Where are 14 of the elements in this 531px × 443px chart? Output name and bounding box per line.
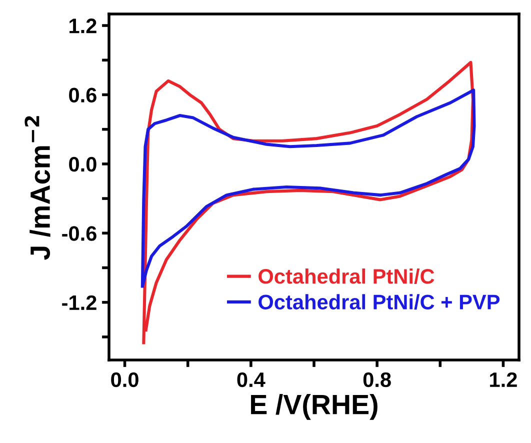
y-tick-label: -1.2 <box>62 295 96 310</box>
x-tick-label: 0.8 <box>363 372 391 388</box>
x-tick-label: 1.2 <box>490 372 517 387</box>
y-axis-title: J /mAcm$^{−2}$ <box>24 116 50 260</box>
x-tick-label: 0.4 <box>237 372 266 388</box>
legend-label: Octahedral PtNi/C + PVP <box>258 294 500 310</box>
line-series <box>140 88 476 288</box>
y-tick-label: 0.0 <box>69 156 96 172</box>
y-tick-label: 1.2 <box>70 18 96 34</box>
y-tick-label: 0.6 <box>69 88 96 102</box>
legend-label: Octahedral PtNi/C <box>258 268 434 284</box>
x-axis-title: E /V(RHE) <box>251 394 378 420</box>
x-tick-label: 0.0 <box>111 372 138 388</box>
y-tick-label: -0.6 <box>62 226 96 241</box>
